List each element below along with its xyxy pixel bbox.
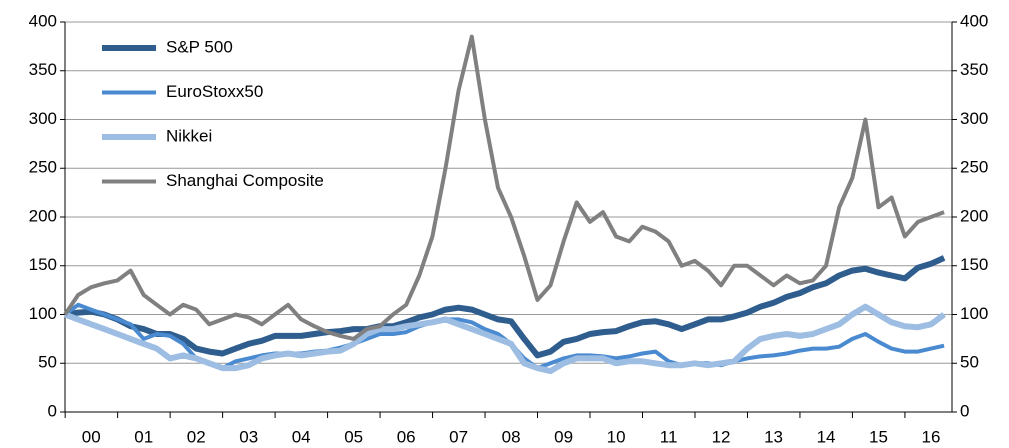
x-tick-label: 15 <box>869 427 888 446</box>
y2-tick-label: 200 <box>960 206 988 225</box>
y-tick-label: 100 <box>29 304 57 323</box>
x-tick-label: 04 <box>292 427 311 446</box>
x-tick-label: 06 <box>397 427 416 446</box>
y2-tick-label: 250 <box>960 158 988 177</box>
y-tick-label: 200 <box>29 206 57 225</box>
y-tick-label: 250 <box>29 158 57 177</box>
x-tick-label: 05 <box>344 427 363 446</box>
legend-label: Nikkei <box>166 126 212 145</box>
series-line <box>63 34 945 341</box>
y-tick-label: 350 <box>29 60 57 79</box>
x-tick-label: 11 <box>660 427 678 446</box>
legend-label: Shanghai Composite <box>166 171 324 190</box>
y2-tick-label: 400 <box>960 11 988 30</box>
legend-label: S&P 500 <box>166 37 233 56</box>
x-tick-label: 16 <box>922 427 941 446</box>
y2-tick-label: 50 <box>960 353 979 372</box>
x-tick-label: 00 <box>82 427 101 446</box>
series-line <box>64 255 946 359</box>
y2-tick-label: 100 <box>960 304 988 323</box>
x-tick-label: 03 <box>239 427 258 446</box>
y-tick-label: 400 <box>29 11 57 30</box>
x-tick-label: 08 <box>502 427 521 446</box>
series-line <box>63 303 946 375</box>
x-tick-label: 14 <box>817 427 836 446</box>
x-tick-label: 10 <box>607 427 626 446</box>
y2-tick-label: 300 <box>960 109 988 128</box>
x-tick-label: 12 <box>712 427 731 446</box>
x-tick-label: 13 <box>764 427 783 446</box>
y2-tick-label: 150 <box>960 255 988 274</box>
legend-label: EuroStoxx50 <box>166 82 263 101</box>
x-tick-label: 02 <box>187 427 206 446</box>
x-tick-label: 07 <box>449 427 468 446</box>
y-tick-label: 300 <box>29 109 57 128</box>
y-tick-label: 0 <box>48 401 57 420</box>
y2-tick-label: 350 <box>960 60 988 79</box>
x-tick-label: 09 <box>554 427 573 446</box>
x-tick-label: 01 <box>134 427 153 446</box>
y-tick-label: 50 <box>38 353 57 372</box>
y-tick-label: 150 <box>29 255 57 274</box>
y2-tick-label: 0 <box>960 401 969 420</box>
